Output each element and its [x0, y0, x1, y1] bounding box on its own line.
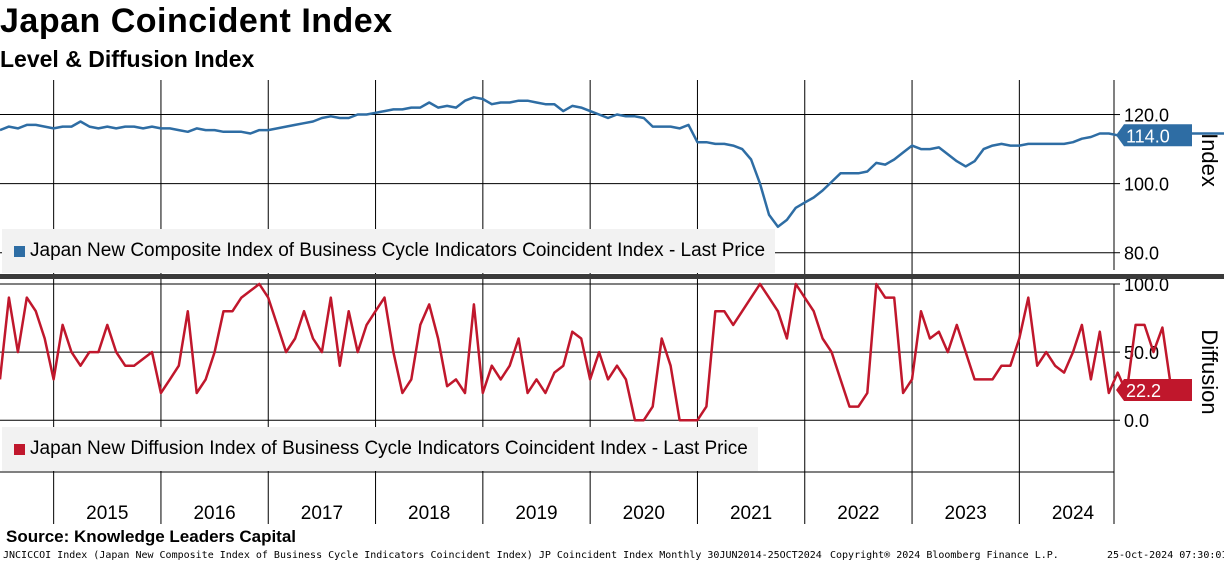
last-value-label: 114.0 — [1126, 126, 1170, 146]
legend-diffusion: Japan New Diffusion Index of Business Cy… — [2, 427, 758, 471]
y-axis-title-index: Index — [1197, 133, 1222, 187]
series-line-diffusion — [0, 282, 1173, 422]
legend-diffusion-label: Japan New Diffusion Index of Business Cy… — [30, 438, 748, 459]
footer-copyright: Copyright® 2024 Bloomberg Finance L.P. — [830, 550, 1059, 561]
legend-index: Japan New Composite Index of Business Cy… — [2, 229, 776, 273]
series-line-index — [0, 96, 1224, 229]
x-tick-label: 2022 — [837, 503, 879, 524]
x-tick-label: 2024 — [1052, 503, 1095, 524]
x-tick-label: 2021 — [730, 503, 772, 524]
legend-index-label: Japan New Composite Index of Business Cy… — [30, 240, 766, 261]
panel-separator — [0, 274, 1224, 279]
legend-index-swatch — [14, 245, 25, 257]
y-tick-label: 80.0 — [1124, 244, 1159, 264]
last-value-label: 22.2 — [1126, 381, 1161, 401]
x-tick-label: 2019 — [515, 503, 557, 524]
y-tick-label: 100.0 — [1124, 275, 1169, 295]
source-note: Source: Knowledge Leaders Capital — [6, 527, 297, 546]
x-tick-label: 2017 — [301, 503, 343, 524]
y-tick-label: 120.0 — [1124, 106, 1169, 126]
x-tick-label: 2020 — [623, 503, 665, 524]
footer-timestamp: 25-Oct-2024 07:30:01 — [1107, 550, 1224, 561]
chart-title: Japan Coincident Index — [0, 2, 393, 40]
y-axis-title-diffusion: Diffusion — [1197, 329, 1222, 414]
x-tick-label: 2015 — [86, 503, 128, 524]
footer-ticker-info: JNCICCOI Index (Japan New Composite Inde… — [3, 550, 822, 561]
chart-subtitle: Level & Diffusion Index — [0, 46, 255, 72]
legend-diffusion-swatch — [14, 443, 25, 455]
last-value-tag-diffusion — [1116, 378, 1192, 401]
last-value-tag-index — [1116, 124, 1192, 147]
y-tick-label: 0.0 — [1124, 411, 1149, 431]
x-tick-label: 2018 — [408, 503, 450, 524]
x-tick-label: 2016 — [193, 503, 235, 524]
x-tick-label: 2023 — [945, 503, 987, 524]
y-tick-label: 100.0 — [1124, 175, 1169, 195]
